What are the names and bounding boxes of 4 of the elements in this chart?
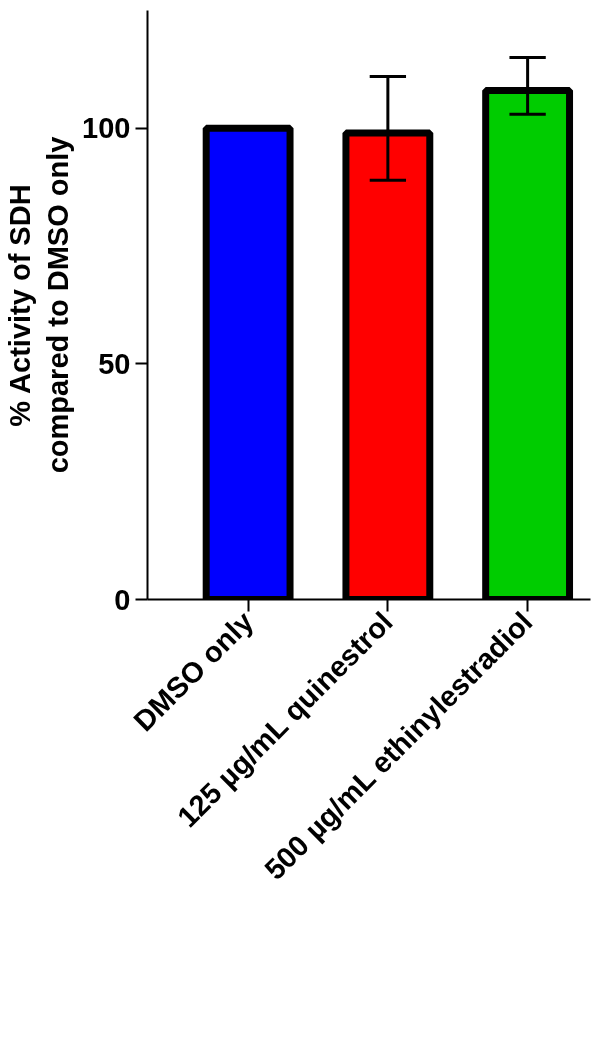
y-tick-label: 50	[98, 347, 131, 380]
y-axis-title: % Activity of SDH compared to DMSO only	[3, 136, 75, 474]
y-tick-label: 0	[114, 583, 131, 616]
y-tick-label: 100	[82, 112, 131, 145]
